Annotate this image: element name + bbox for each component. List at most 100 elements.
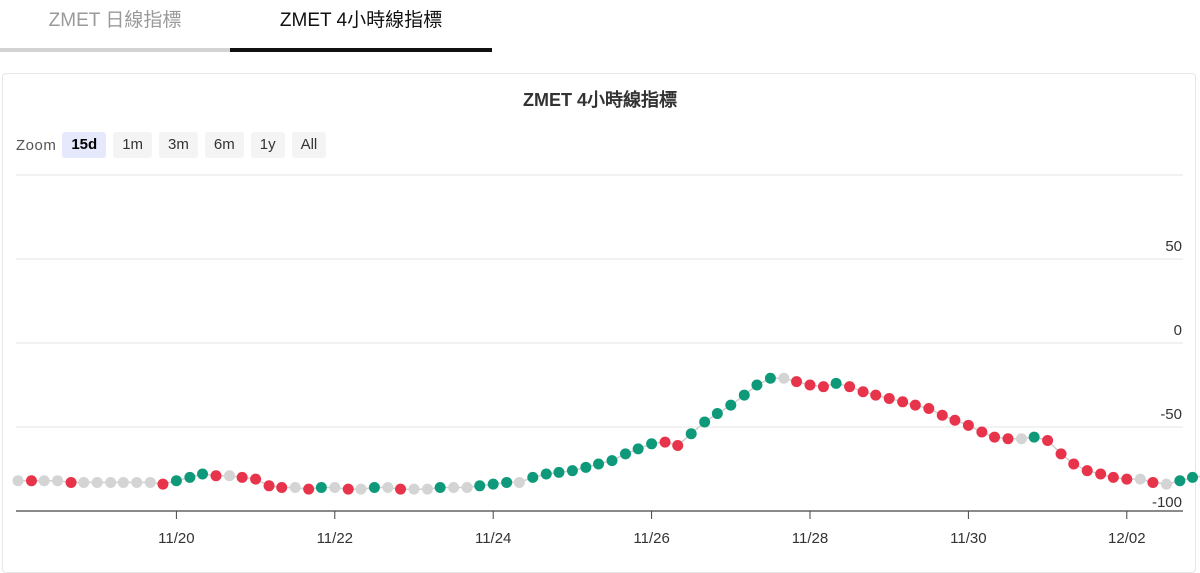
data-point	[1055, 448, 1067, 460]
zoom-label: Zoom	[16, 136, 57, 154]
data-point	[1068, 458, 1080, 470]
data-point	[897, 396, 909, 408]
data-point	[170, 475, 182, 487]
data-point	[527, 471, 539, 483]
data-point	[513, 476, 525, 488]
data-point	[157, 478, 169, 490]
data-point	[949, 414, 961, 426]
data-point	[315, 481, 327, 493]
data-point	[764, 372, 776, 384]
tab-daily-indicator[interactable]: ZMET 日線指標	[0, 0, 230, 52]
zoom-all-button[interactable]: All	[291, 132, 327, 158]
data-point	[250, 473, 262, 485]
x-tick-label: 11/24	[475, 530, 511, 547]
data-point	[619, 448, 631, 460]
data-point	[580, 461, 592, 473]
data-point	[303, 483, 315, 495]
tab-4h-indicator[interactable]: ZMET 4小時線指標	[230, 0, 492, 52]
data-point	[368, 481, 380, 493]
data-point	[197, 468, 209, 480]
data-point	[791, 376, 803, 388]
data-point	[685, 428, 697, 440]
data-point	[962, 419, 974, 431]
data-point	[210, 470, 222, 482]
zoom-1y-button[interactable]: 1y	[250, 132, 285, 158]
data-point	[725, 399, 737, 411]
data-point	[448, 481, 460, 493]
data-point	[553, 466, 565, 478]
zoom-controls: Zoom 15d 1m 3m 6m 1y All	[16, 131, 333, 159]
data-point	[382, 481, 394, 493]
data-point	[1028, 431, 1040, 443]
data-point	[804, 379, 816, 391]
data-point	[1042, 434, 1054, 446]
data-point	[1002, 433, 1014, 445]
y-tick-label: 50	[1165, 238, 1182, 255]
data-point	[355, 483, 367, 495]
data-point	[1187, 471, 1199, 483]
data-point	[830, 377, 842, 389]
data-point	[751, 379, 763, 391]
data-point	[78, 476, 90, 488]
y-tick-label: -100	[1152, 494, 1182, 511]
data-point	[699, 416, 711, 428]
zoom-3m-button[interactable]: 3m	[159, 132, 198, 158]
data-point	[65, 476, 77, 488]
zoom-6m-button[interactable]: 6m	[204, 132, 244, 158]
data-point	[936, 409, 948, 421]
data-point	[566, 465, 578, 477]
data-point	[395, 483, 407, 495]
data-point	[857, 386, 869, 398]
data-point	[342, 483, 354, 495]
data-point	[593, 458, 605, 470]
data-point	[989, 431, 1001, 443]
data-point	[501, 476, 513, 488]
zoom-1m-button[interactable]: 1m	[113, 132, 153, 158]
data-point	[923, 403, 935, 415]
data-point	[329, 481, 341, 493]
x-tick-label: 11/28	[792, 530, 828, 547]
x-tick-label: 11/30	[950, 530, 986, 547]
data-point	[883, 392, 895, 404]
tab-bar: ZMET 日線指標 ZMET 4小時線指標	[0, 0, 492, 52]
zoom-15d-button[interactable]: 15d	[62, 132, 107, 158]
x-tick-label: 12/02	[1108, 530, 1146, 547]
data-point	[461, 481, 473, 493]
data-point	[434, 481, 446, 493]
data-point	[263, 480, 275, 492]
data-point	[223, 470, 235, 482]
data-point	[870, 389, 882, 401]
data-point	[236, 471, 248, 483]
data-point	[632, 443, 644, 455]
data-point	[844, 381, 856, 393]
data-point	[778, 372, 790, 384]
data-point	[289, 481, 301, 493]
data-point	[659, 436, 671, 448]
y-tick-label: -50	[1160, 406, 1182, 423]
data-point	[1121, 473, 1133, 485]
data-point	[817, 381, 829, 393]
chart-title: ZMET 4小時線指標	[522, 90, 677, 110]
data-point	[711, 408, 723, 420]
data-point	[487, 478, 499, 490]
data-point	[52, 475, 64, 487]
data-point	[738, 389, 750, 401]
data-point	[909, 399, 921, 411]
x-tick-label: 11/26	[633, 530, 669, 547]
data-point	[408, 483, 420, 495]
data-point	[1174, 475, 1186, 487]
y-tick-label: 0	[1174, 322, 1182, 339]
data-point	[1015, 433, 1027, 445]
data-point	[144, 476, 156, 488]
data-point	[976, 426, 988, 438]
x-tick-label: 11/22	[317, 530, 353, 547]
data-point	[606, 455, 618, 467]
data-point	[1081, 465, 1093, 477]
data-point	[105, 476, 117, 488]
data-point	[646, 438, 658, 450]
data-point	[91, 476, 103, 488]
data-point	[38, 475, 50, 487]
data-point	[276, 481, 288, 493]
data-point	[117, 476, 129, 488]
